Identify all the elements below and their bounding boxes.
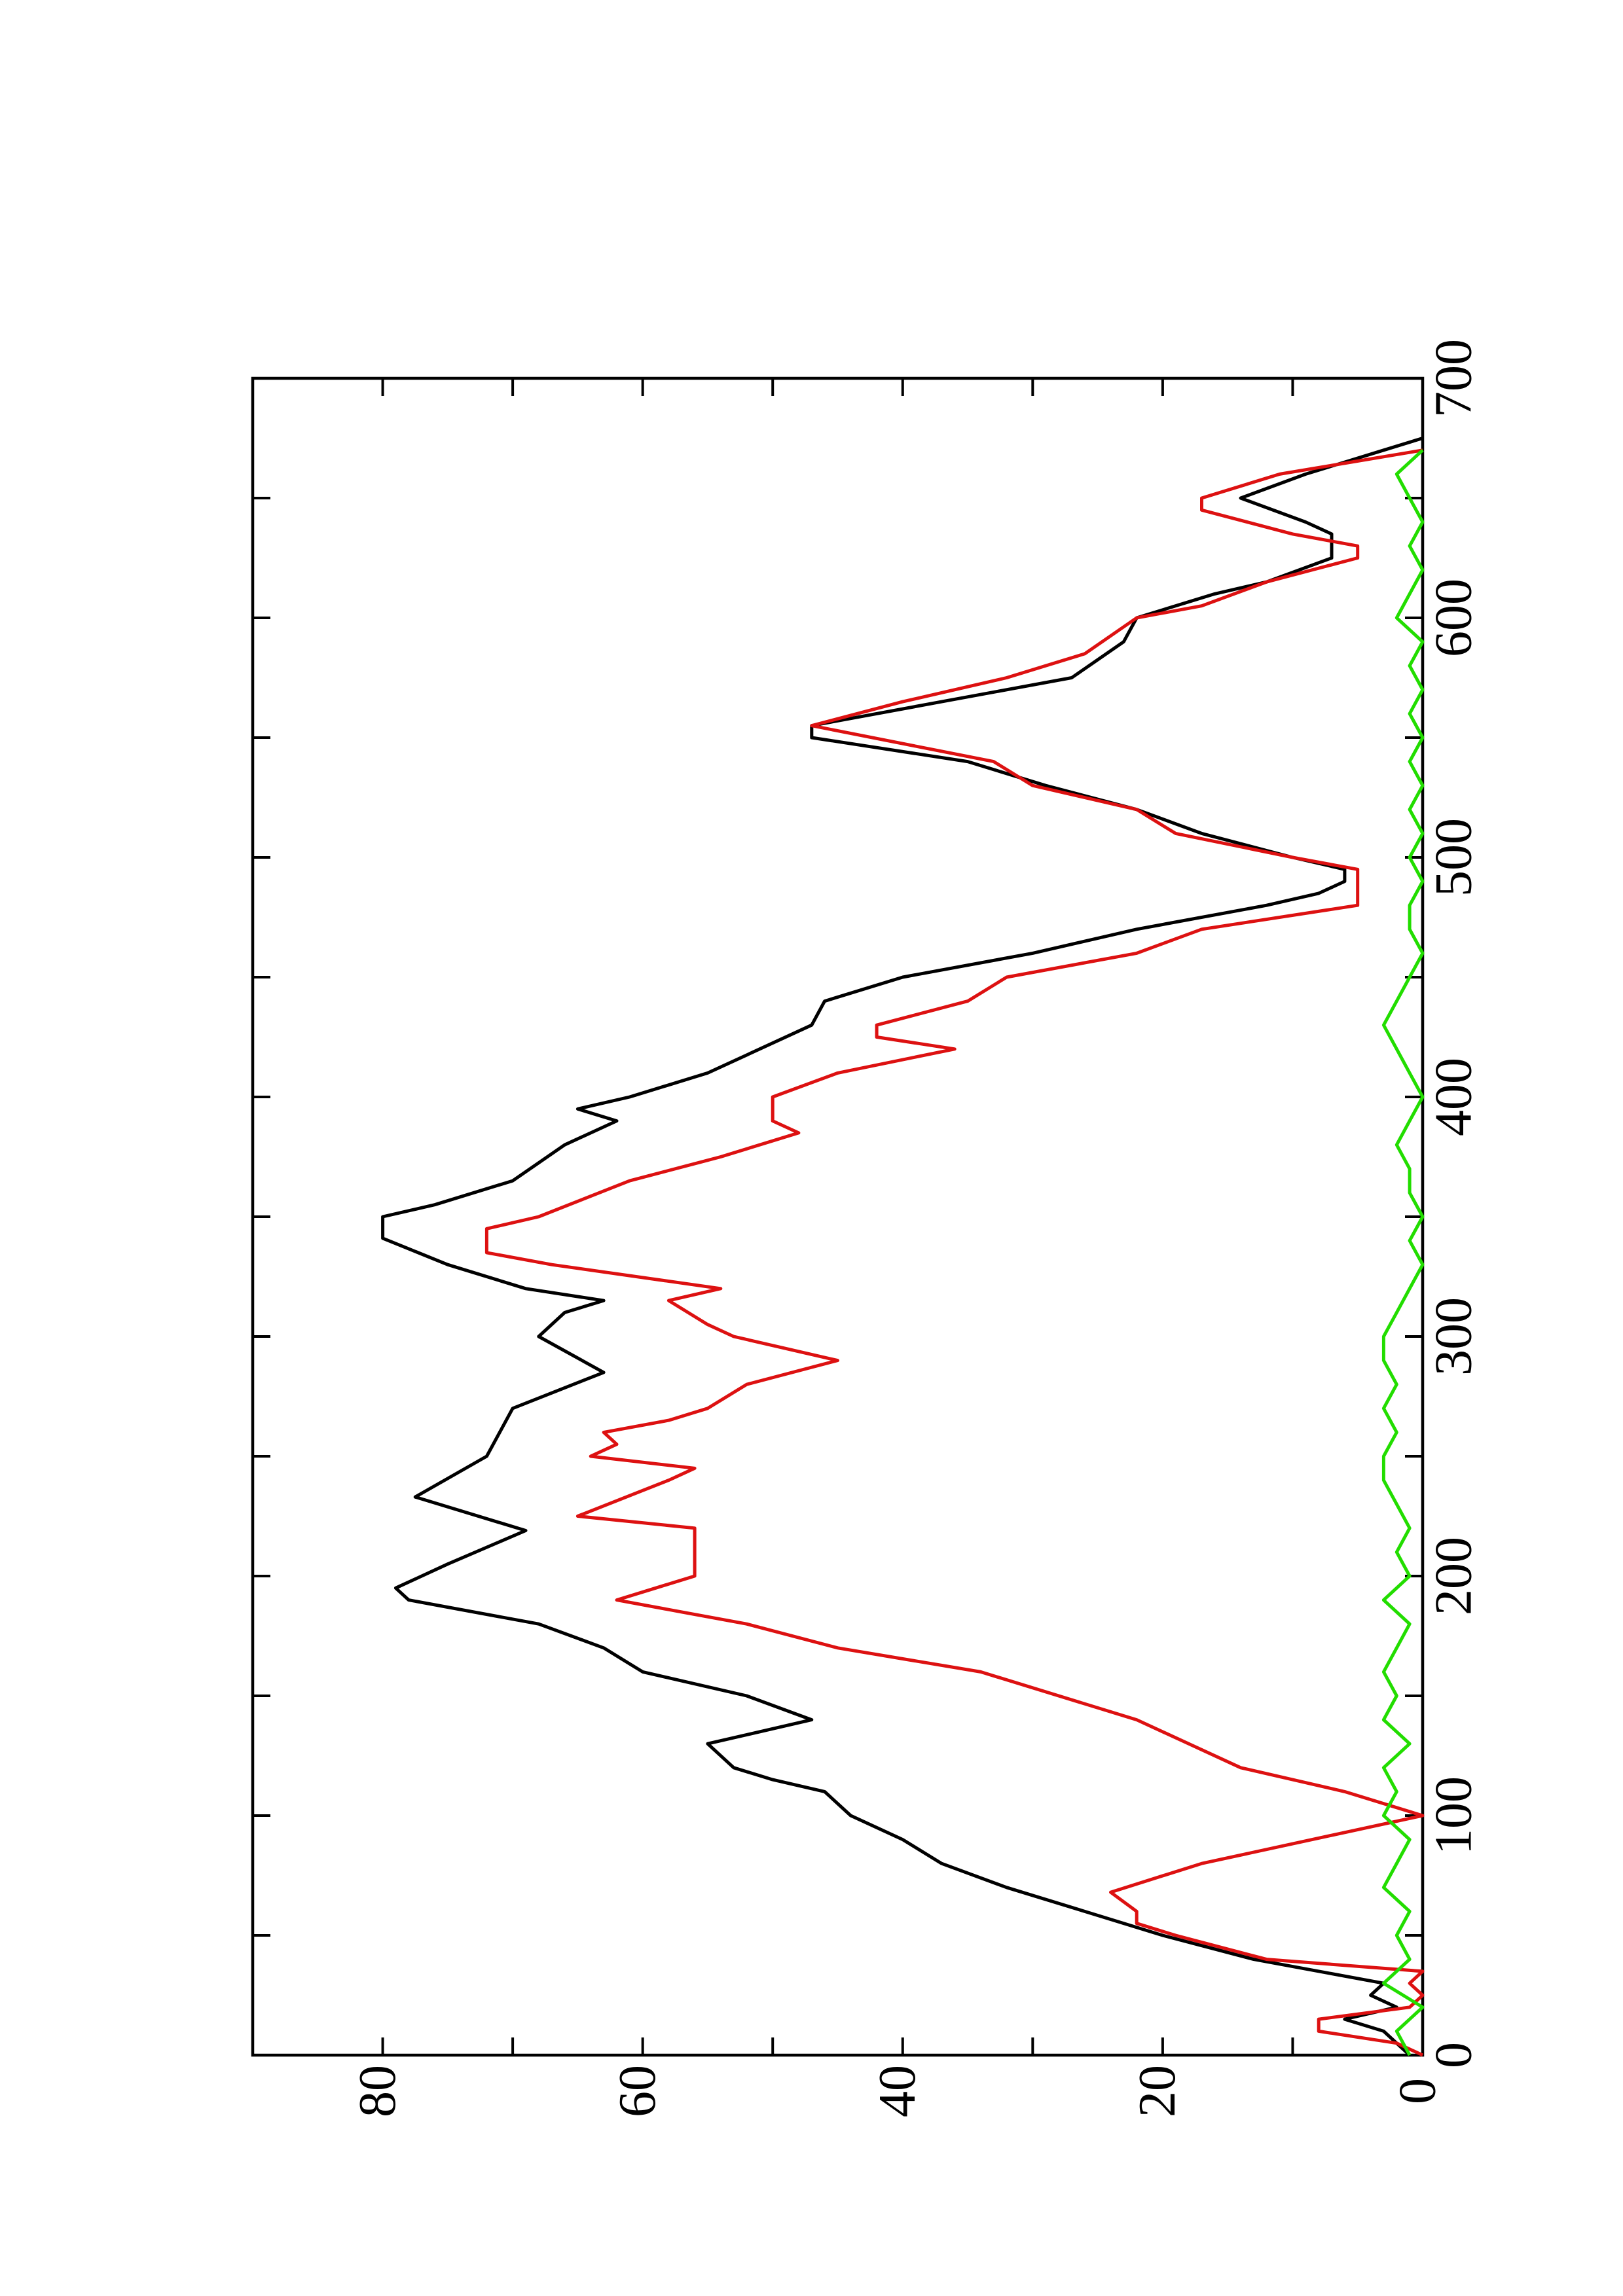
x-tick-label: 0 bbox=[1425, 2042, 1482, 2068]
x-tick-label: 100 bbox=[1425, 1776, 1482, 1855]
y-tick-label: 40 bbox=[869, 2065, 926, 2117]
x-tick-label: 600 bbox=[1425, 579, 1482, 657]
data-line bbox=[381, 437, 1423, 2056]
x-tick-label: 700 bbox=[1425, 339, 1482, 418]
y-tick-label: 20 bbox=[1129, 2065, 1186, 2117]
x-tick-label: 500 bbox=[1425, 818, 1482, 897]
x-tick-label: 200 bbox=[1425, 1537, 1482, 1615]
data-line bbox=[1381, 448, 1425, 2056]
y-tick-label: 60 bbox=[609, 2065, 666, 2117]
y-tick-label: 80 bbox=[349, 2065, 407, 2117]
x-tick-label: 400 bbox=[1425, 1058, 1482, 1136]
data-line bbox=[484, 448, 1425, 2057]
y-tick-label: 0 bbox=[1389, 2078, 1446, 2104]
x-tick-label: 300 bbox=[1425, 1297, 1482, 1376]
